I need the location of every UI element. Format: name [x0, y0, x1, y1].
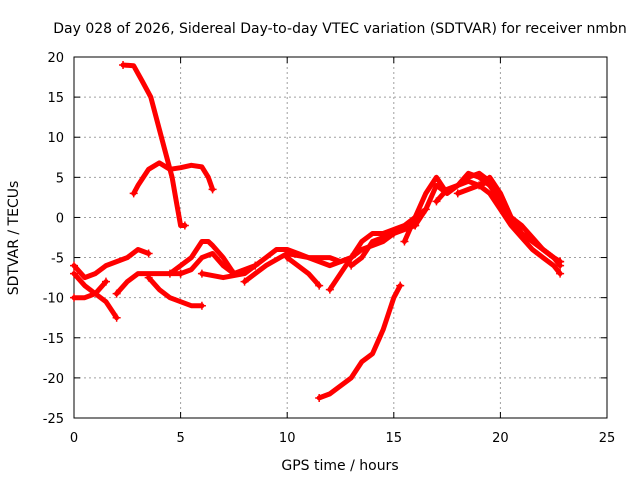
x-tick-label: 15: [386, 431, 403, 446]
y-tick-label: 10: [47, 131, 64, 146]
series-endpoint-marker: [283, 253, 292, 262]
series-arc-5: [71, 279, 109, 301]
series-arc-1: [120, 62, 188, 228]
y-tick-label: 5: [56, 171, 64, 186]
grid-lines: [74, 57, 607, 418]
series-layer: [70, 61, 565, 402]
series-endpoint-marker: [315, 393, 324, 402]
series-arc-10: [199, 247, 354, 281]
y-tick-label: -25: [43, 412, 64, 427]
series-endpoint-marker: [400, 237, 409, 246]
y-tick-label: -20: [43, 372, 64, 387]
series-arc-15: [316, 283, 403, 401]
series-arc-3: [71, 247, 152, 281]
plot-frame: [73, 56, 608, 419]
x-tick-label: 5: [176, 431, 184, 446]
series-arc-12: [284, 255, 322, 289]
series-endpoint-marker: [315, 281, 324, 290]
y-axis-label: SDTVAR / TECUs: [6, 181, 22, 296]
series-endpoint-marker: [411, 221, 420, 230]
series-endpoint-marker: [347, 261, 356, 270]
series-arc-11: [242, 231, 397, 285]
x-tick-label: 25: [599, 431, 616, 446]
series-endpoint-marker: [453, 189, 462, 198]
series-endpoint-marker: [197, 301, 206, 310]
x-axis-label: GPS time / hours: [281, 458, 398, 474]
series-endpoint-marker: [144, 273, 153, 282]
y-tick-label: 15: [47, 91, 64, 106]
series-endpoint-marker: [119, 61, 128, 70]
series-endpoint-marker: [112, 289, 121, 298]
series-arc-2: [131, 160, 216, 196]
x-tick-label: 10: [279, 431, 296, 446]
x-tick-label: 0: [70, 431, 78, 446]
series-endpoint-marker: [112, 313, 121, 322]
series-endpoint-marker: [556, 269, 565, 278]
series-endpoint-marker: [70, 293, 78, 302]
series-arc-20: [476, 178, 563, 265]
y-tick-label: -10: [43, 292, 64, 307]
chart-title: Day 028 of 2026, Sidereal Day-to-day VTE…: [53, 21, 627, 37]
series-endpoint-marker: [240, 277, 249, 286]
series-endpoint-marker: [475, 181, 484, 190]
series-arc-7: [146, 275, 205, 309]
series-arc-13: [327, 206, 429, 293]
series-endpoint-marker: [325, 285, 334, 294]
series-endpoint-marker: [556, 257, 565, 266]
series-endpoint-marker: [70, 269, 78, 278]
series-endpoint-marker: [129, 189, 138, 198]
series-endpoint-marker: [70, 261, 78, 270]
axis-ticks: 0 5 10 15 20 25 20 15 10 5 0 -5 -10 -15 -20 -25: [43, 51, 616, 446]
series-endpoint-marker: [165, 269, 174, 278]
series-endpoint-marker: [432, 197, 441, 206]
series-endpoint-marker: [176, 269, 185, 278]
series-endpoint-marker: [197, 269, 206, 278]
series-endpoint-marker: [180, 221, 189, 230]
y-tick-label: -15: [43, 332, 64, 347]
series-arc-19: [455, 182, 563, 277]
series-endpoint-marker: [396, 281, 405, 290]
y-tick-label: 20: [47, 51, 64, 66]
series-endpoint-marker: [208, 185, 217, 194]
series-arc-8: [167, 239, 237, 277]
y-tick-label: 0: [56, 211, 64, 226]
series-endpoint-marker: [101, 277, 110, 286]
x-tick-label: 20: [492, 431, 509, 446]
series-arc-9: [178, 251, 258, 277]
y-tick-label: -5: [51, 252, 64, 267]
series-endpoint-marker: [144, 249, 153, 258]
series-arc-14: [348, 223, 418, 269]
